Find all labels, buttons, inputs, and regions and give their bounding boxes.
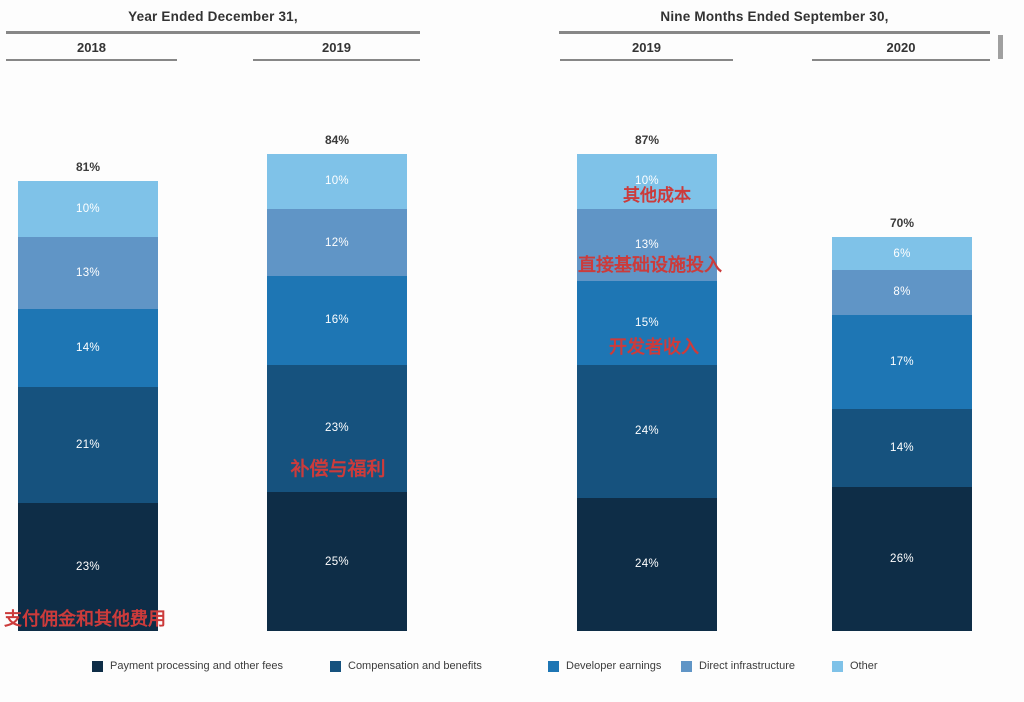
column-rule: [812, 59, 990, 61]
segment-value-label: 26%: [890, 552, 914, 565]
bar-segment: 26%: [832, 486, 972, 631]
segment-value-label: 14%: [890, 441, 914, 454]
bar-segment: 6%: [832, 236, 972, 271]
bar-segment: 17%: [832, 314, 972, 410]
bar-segment: 25%: [267, 492, 407, 631]
bar-segment: 23%: [18, 503, 158, 631]
segment-value-label: 24%: [635, 558, 659, 571]
bar-total-label-2019-9m: 87%: [634, 132, 660, 147]
segment-value-label: 25%: [325, 555, 349, 568]
segment-value-label: 17%: [890, 355, 914, 368]
segment-value-label: 10%: [76, 203, 100, 216]
column-group-title-nine-months: Nine Months Ended September 30,: [660, 9, 889, 24]
legend-swatch-icon: [92, 660, 103, 672]
annotation-developer-earnings: 开发者收入: [609, 337, 699, 357]
segment-value-label: 16%: [325, 314, 349, 327]
bar-segment: 14%: [18, 309, 158, 387]
stacked-bar-2019-9m: 24% 24% 15% 13% 10%: [577, 153, 717, 631]
segment-value-label: 10%: [635, 175, 659, 188]
stacked-bar-2018: 23% 21% 14% 13% 10%: [18, 181, 158, 631]
annotation-direct-infrastructure: 直接基础设施投入: [578, 255, 722, 275]
legend-item-direct-infrastructure: Direct infrastructure: [681, 660, 795, 672]
legend-swatch-icon: [548, 660, 559, 672]
segment-value-label: 8%: [893, 286, 911, 299]
column-header-2020-9m: 2020: [886, 40, 916, 55]
legend-label: Developer earnings: [566, 660, 662, 672]
bar-segment: 21%: [18, 386, 158, 504]
legend-swatch-icon: [330, 660, 341, 672]
header-rule: [6, 31, 420, 34]
bar-segment: 16%: [267, 275, 407, 365]
bar-segment: 15%: [577, 281, 717, 365]
column-header-2019-9m: 2019: [632, 40, 661, 55]
bar-total-label-2019: 84%: [324, 132, 350, 147]
segment-value-label: 10%: [325, 175, 349, 188]
legend-item-developer-earnings: Developer earnings: [548, 660, 661, 672]
bar-segment: 10%: [18, 181, 158, 237]
legend-item-compensation: Compensation and benefits: [330, 660, 482, 672]
bar-segment: 8%: [832, 270, 972, 315]
bar-segment: 12%: [267, 209, 407, 276]
segment-value-label: 14%: [76, 341, 100, 354]
bar-segment: 10%: [577, 153, 717, 210]
bar-segment: 10%: [267, 153, 407, 210]
bar-segment: 13%: [18, 236, 158, 310]
segment-value-label: 23%: [76, 561, 100, 574]
segment-value-label: 24%: [635, 425, 659, 438]
annotation-other-costs: 其他成本: [623, 186, 691, 205]
column-group-title-year-ended: Year Ended December 31,: [128, 9, 298, 24]
segment-value-label: 21%: [76, 439, 100, 452]
segment-value-label: 12%: [325, 236, 349, 249]
bar-total-label-2018: 81%: [75, 160, 101, 175]
header-rule: [559, 31, 990, 34]
segment-value-label: 13%: [635, 239, 659, 252]
column-header-2019: 2019: [322, 40, 351, 55]
column-rule: [560, 59, 733, 61]
bar-segment: 23%: [267, 364, 407, 493]
legend-label: Payment processing and other fees: [110, 660, 284, 672]
segment-value-label: 23%: [325, 422, 349, 435]
legend-item-other: Other: [832, 660, 878, 672]
clipped-table-edge-rule: [998, 35, 1003, 59]
segment-value-label: 6%: [893, 247, 911, 260]
column-rule: [253, 59, 420, 61]
legend-label: Compensation and benefits: [348, 660, 482, 672]
column-rule: [6, 59, 177, 61]
legend-swatch-icon: [681, 660, 692, 672]
legend-label: Direct infrastructure: [699, 660, 795, 672]
segment-value-label: 15%: [635, 317, 659, 329]
annotation-payment-fees: 支付佣金和其他费用: [4, 609, 166, 629]
legend-item-payment-processing: Payment processing and other fees: [92, 660, 283, 672]
legend-label: Other: [850, 660, 878, 672]
bar-total-label-2020-9m: 70%: [889, 215, 915, 230]
bar-segment: 24%: [577, 497, 717, 631]
stacked-bar-2019: 25% 23% 16% 12% 10%: [267, 153, 407, 631]
stacked-bar-2020-9m: 26% 14% 17% 8% 6%: [832, 236, 972, 631]
segment-value-label: 13%: [76, 267, 100, 280]
annotation-compensation-benefits: 补偿与福利: [290, 459, 386, 480]
column-header-2018: 2018: [77, 40, 106, 55]
bar-segment: 24%: [577, 364, 717, 498]
legend-swatch-icon: [832, 660, 843, 672]
bar-segment: 13%: [577, 209, 717, 282]
bar-segment: 14%: [832, 409, 972, 487]
